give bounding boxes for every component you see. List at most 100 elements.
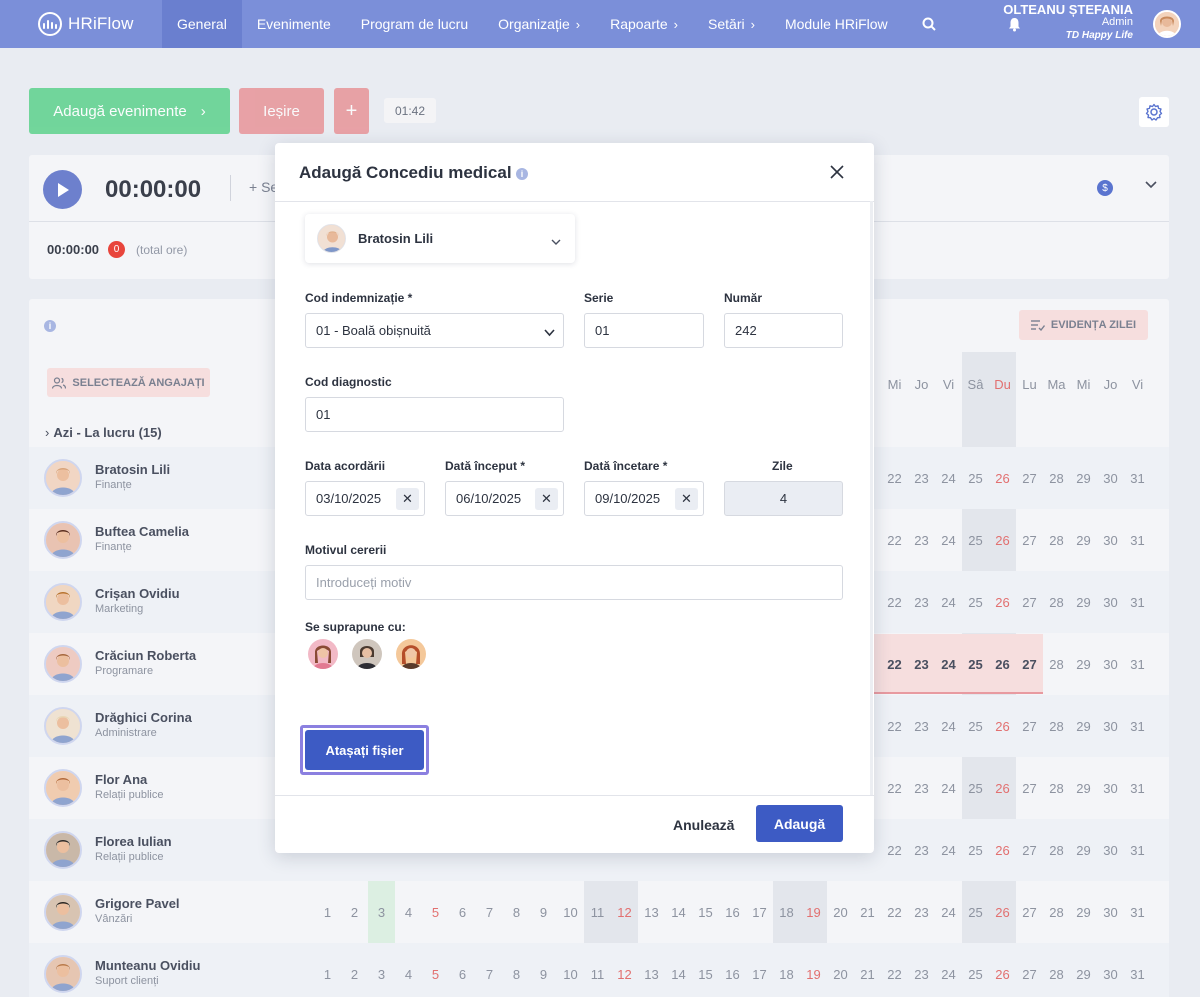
day-cell[interactable]: 28 (1049, 719, 1064, 734)
day-cell[interactable]: 30 (1103, 719, 1118, 734)
day-cell[interactable]: 23 (914, 533, 929, 548)
day-cell[interactable]: 26 (995, 533, 1010, 548)
nav-program[interactable]: Program de lucru (360, 16, 469, 32)
day-cell[interactable]: 31 (1130, 595, 1145, 610)
day-cell[interactable]: 2 (350, 967, 359, 982)
plus-button[interactable]: + (334, 88, 369, 134)
day-cell[interactable]: 29 (1076, 967, 1091, 982)
nav-module[interactable]: Module HRiFlow (784, 16, 888, 32)
day-cell[interactable]: 28 (1049, 595, 1064, 610)
day-cell[interactable]: 29 (1076, 471, 1091, 486)
day-cell[interactable]: 5 (431, 905, 440, 920)
day-cell[interactable]: 30 (1103, 533, 1118, 548)
day-cell[interactable]: 9 (539, 905, 548, 920)
day-cell[interactable]: 27 (1022, 471, 1037, 486)
day-cell[interactable]: 25 (968, 905, 983, 920)
add-button[interactable]: Adaugă (756, 805, 843, 842)
day-cell[interactable]: 23 (914, 843, 929, 858)
day-cell[interactable]: 19 (806, 967, 821, 982)
day-cell[interactable]: 23 (914, 595, 929, 610)
user-info[interactable]: OLTEANU ȘTEFANIA Admin TD Happy Life (1003, 3, 1133, 42)
day-cell[interactable]: 25 (968, 967, 983, 982)
day-cell[interactable]: 16 (725, 967, 740, 982)
day-cell[interactable]: 17 (752, 905, 767, 920)
day-cell[interactable]: 12 (617, 905, 632, 920)
day-cell[interactable]: 11 (590, 967, 605, 982)
day-cell[interactable]: 29 (1076, 905, 1091, 920)
day-cell[interactable]: 3 (377, 967, 386, 982)
day-cell[interactable]: 22 (887, 781, 902, 796)
day-cell[interactable]: 30 (1103, 843, 1118, 858)
day-cell[interactable]: 31 (1130, 905, 1145, 920)
day-cell[interactable]: 22 (887, 967, 902, 982)
day-cell[interactable]: 11 (590, 905, 605, 920)
day-cell[interactable]: 20 (833, 967, 848, 982)
day-cell[interactable]: 27 (1022, 533, 1037, 548)
day-cell[interactable]: 26 (995, 595, 1010, 610)
exit-button[interactable]: Ieșire (239, 88, 324, 134)
chevron-down-icon[interactable] (1144, 177, 1158, 191)
day-cell[interactable]: 14 (671, 967, 686, 982)
cancel-button[interactable]: Anulează (673, 817, 735, 833)
day-cell[interactable]: 25 (968, 719, 983, 734)
serie-field[interactable]: 01 (584, 313, 704, 348)
day-cell[interactable]: 25 (968, 657, 983, 672)
employee-name[interactable]: Crișan Ovidiu (95, 586, 180, 601)
day-cell[interactable]: 26 (995, 843, 1010, 858)
day-cell[interactable]: 17 (752, 967, 767, 982)
day-cell[interactable]: 26 (995, 657, 1010, 672)
day-cell[interactable]: 1 (323, 905, 332, 920)
day-cell[interactable]: 4 (404, 967, 413, 982)
day-cell[interactable]: 22 (887, 657, 902, 672)
day-cell[interactable]: 23 (914, 657, 929, 672)
day-cell[interactable]: 20 (833, 905, 848, 920)
employee-name[interactable]: Grigore Pavel (95, 896, 180, 911)
day-cell[interactable]: 31 (1130, 533, 1145, 548)
clear-icon[interactable]: ✕ (675, 488, 698, 510)
day-cell[interactable]: 28 (1049, 533, 1064, 548)
day-cell[interactable]: 31 (1130, 781, 1145, 796)
day-cell[interactable]: 23 (914, 905, 929, 920)
nav-evenimente[interactable]: Evenimente (256, 16, 331, 32)
attach-file-button[interactable]: Atașați fișier (305, 730, 424, 770)
day-cell[interactable]: 28 (1049, 781, 1064, 796)
bell-icon[interactable] (1005, 0, 1025, 48)
day-cell[interactable]: 8 (512, 905, 521, 920)
nav-organizatie[interactable]: Organizație › (498, 16, 581, 32)
day-cell[interactable]: 28 (1049, 471, 1064, 486)
day-cell[interactable]: 1 (323, 967, 332, 982)
day-cell[interactable]: 24 (941, 471, 956, 486)
day-cell[interactable]: 18 (779, 967, 794, 982)
day-cell[interactable]: 25 (968, 595, 983, 610)
day-cell[interactable]: 22 (887, 471, 902, 486)
day-cell[interactable]: 30 (1103, 905, 1118, 920)
day-cell[interactable]: 31 (1130, 967, 1145, 982)
employee-name[interactable]: Flor Ana (95, 772, 148, 787)
motiv-input[interactable]: Introduceți motiv (305, 565, 843, 600)
add-session-link[interactable]: + Se (249, 179, 279, 195)
day-cell[interactable]: 28 (1049, 905, 1064, 920)
day-cell[interactable]: 4 (404, 905, 413, 920)
avatar[interactable] (350, 637, 384, 671)
day-cell[interactable]: 24 (941, 533, 956, 548)
day-cell[interactable]: 27 (1022, 719, 1037, 734)
day-cell[interactable]: 22 (887, 595, 902, 610)
day-cell[interactable]: 3 (377, 905, 386, 920)
day-cell[interactable]: 29 (1076, 781, 1091, 796)
day-cell[interactable]: 7 (485, 967, 494, 982)
day-cell[interactable]: 27 (1022, 905, 1037, 920)
day-cell[interactable]: 23 (914, 719, 929, 734)
day-cell[interactable]: 10 (563, 905, 578, 920)
day-cell[interactable]: 13 (644, 905, 659, 920)
day-cell[interactable]: 24 (941, 843, 956, 858)
nav-setari[interactable]: Setări › (708, 16, 755, 32)
search-icon[interactable] (913, 0, 945, 48)
logo[interactable]: HRiFlow (38, 12, 162, 36)
day-cell[interactable]: 26 (995, 967, 1010, 982)
day-cell[interactable]: 24 (941, 967, 956, 982)
info-icon[interactable]: i (516, 168, 528, 180)
avatar[interactable] (394, 637, 428, 671)
day-cell[interactable]: 26 (995, 905, 1010, 920)
day-cell[interactable]: 5 (431, 967, 440, 982)
group-header[interactable]: › Azi - La lucru (15) (45, 425, 162, 440)
